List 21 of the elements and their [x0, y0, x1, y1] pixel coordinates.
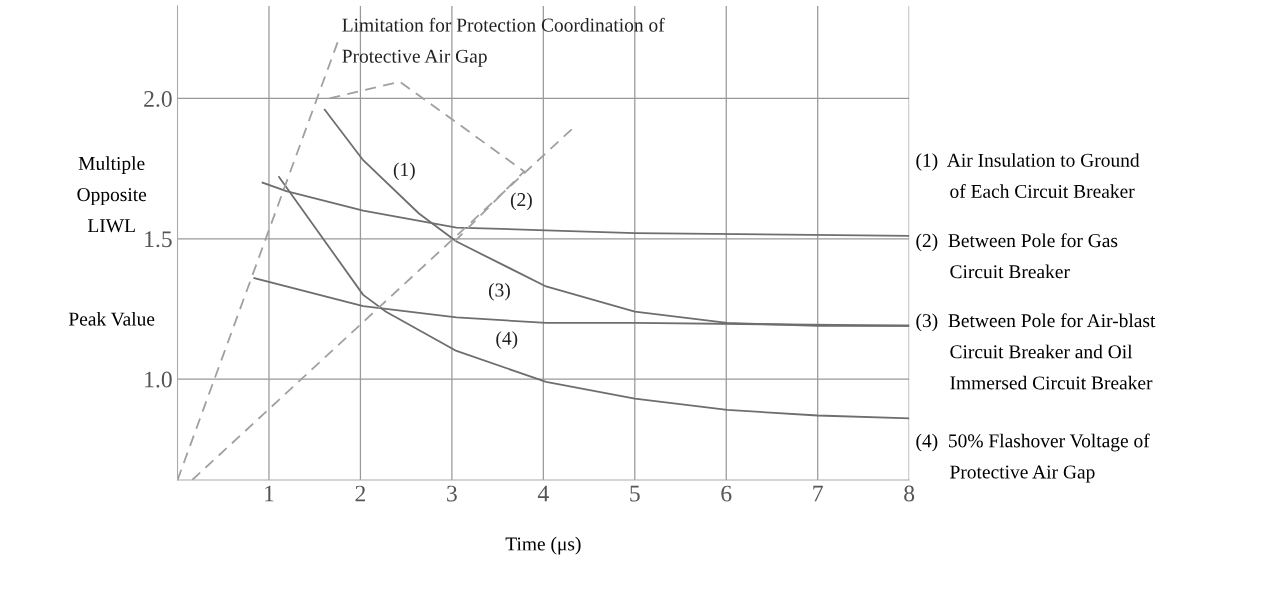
x-tick-label: 6 [721, 485, 732, 502]
x-tick-label: 4 [537, 485, 549, 502]
y-tick-label: 1.0 [145, 371, 172, 388]
x-tick-label: 1 [265, 485, 274, 502]
y-tick-label: 1.5 [145, 231, 172, 248]
text: (4) 50% Flashover Voltage of Protective Air Gap [916, 433, 1150, 483]
x-axis-title: Time (μs) [505, 536, 581, 555]
text: (3) Between Pole for Air-blast Circuit Breaker and Oil Immersed Circuit Breaker [916, 313, 1156, 390]
series-label: (4) [496, 331, 518, 349]
x-tick-label: 2 [355, 485, 366, 502]
series-label: (1) [393, 162, 415, 181]
series-label: (3) [488, 282, 510, 301]
x-tick-label: 5 [630, 485, 640, 502]
text: (1) Air Insulation to Ground of Each Circuit Breaker [916, 153, 1140, 198]
x-tick-label: 8 [904, 485, 915, 502]
series-label: (2) [510, 192, 532, 211]
y-tick-label: 2.0 [144, 90, 172, 107]
text: (2) Between Pole for Gas Circuit Breaker [916, 233, 1118, 279]
annotation: Limitation for Protection Coordination of Protective Air Gap [342, 17, 665, 67]
x-tick-label: 3 [447, 485, 457, 502]
x-tick-label: 7 [813, 485, 823, 502]
